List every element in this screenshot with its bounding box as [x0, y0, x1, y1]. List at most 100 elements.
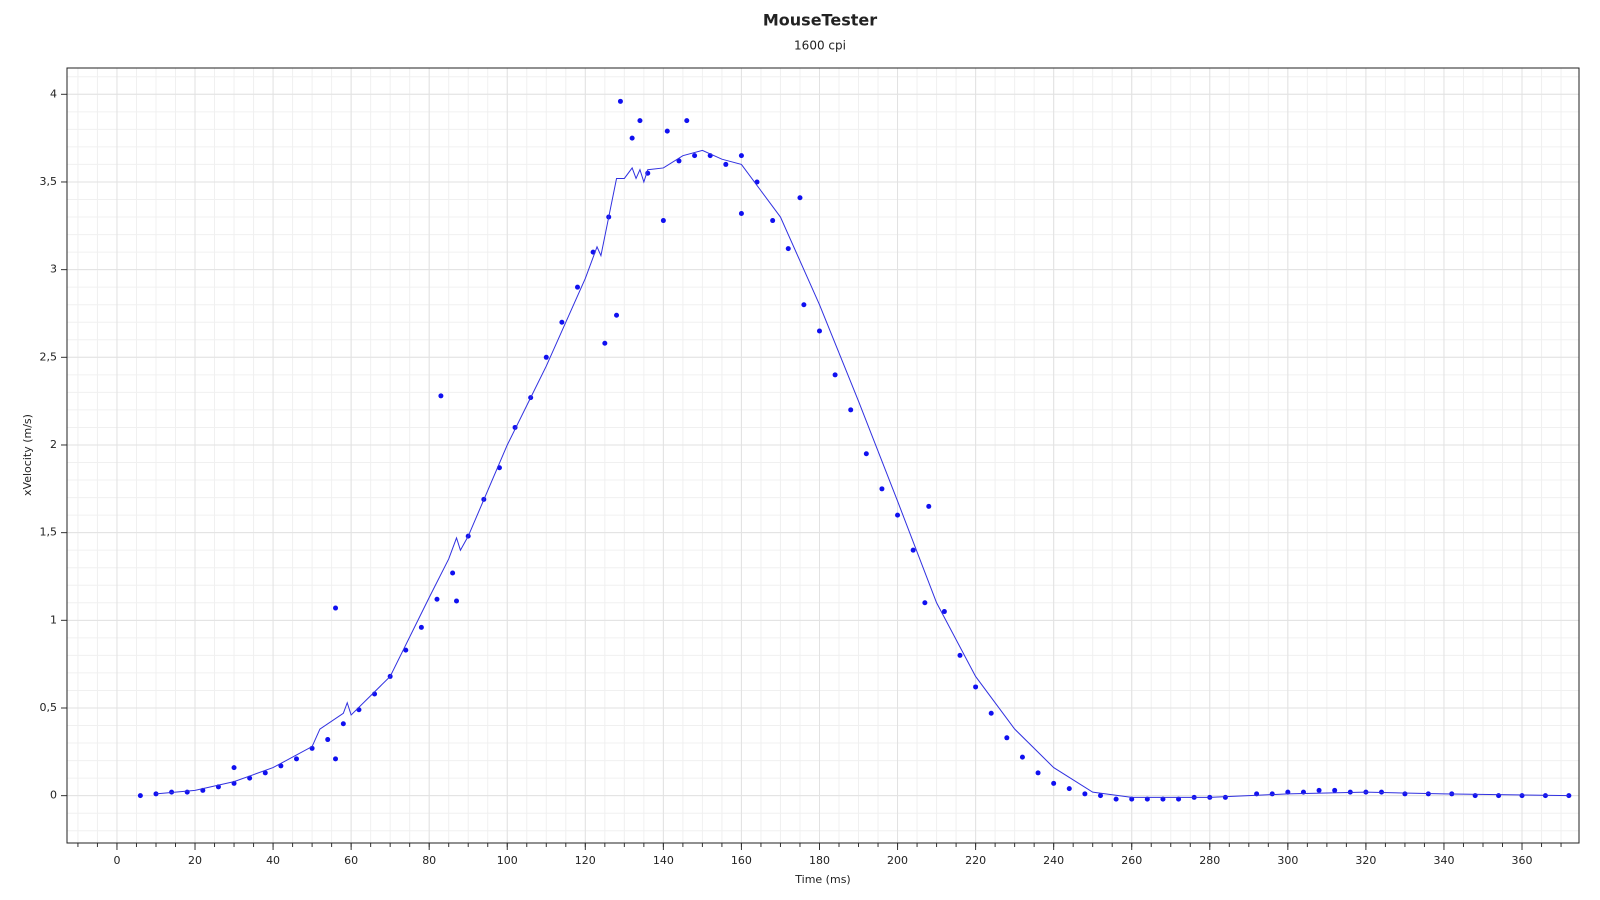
data-point: [1097, 793, 1103, 799]
data-point: [895, 512, 901, 518]
data-point: [1113, 796, 1119, 802]
x-tick-label: 80: [422, 854, 436, 867]
data-point: [738, 211, 744, 217]
data-point: [848, 407, 854, 413]
x-tick-label: 120: [575, 854, 596, 867]
data-point: [1332, 787, 1338, 793]
data-point: [637, 118, 643, 124]
smoothed-line: [155, 149, 1569, 798]
data-point: [629, 135, 635, 141]
plot-frame: [66, 67, 1580, 844]
x-tick-label: 100: [497, 854, 518, 867]
y-tick-label: 4: [50, 87, 57, 100]
y-tick-label: 0: [50, 789, 57, 802]
x-tick-label: 260: [1121, 854, 1142, 867]
chart-title: MouseTester: [763, 11, 877, 30]
data-point: [1144, 796, 1150, 802]
data-point: [454, 598, 460, 604]
data-point: [614, 312, 620, 318]
x-tick-label: 280: [1199, 854, 1220, 867]
x-tick-label: 180: [809, 854, 830, 867]
data-point: [559, 319, 565, 325]
data-point: [418, 624, 424, 630]
data-point: [1019, 754, 1025, 760]
data-point: [438, 393, 444, 399]
data-point: [333, 605, 339, 611]
x-tick-label: 40: [266, 854, 280, 867]
data-point: [356, 707, 362, 713]
x-axis-label: Time (ms): [794, 873, 850, 886]
y-tick-label: 0,5: [40, 701, 58, 714]
x-tick-label: 140: [653, 854, 674, 867]
y-axis-label: xVelocity (m/s): [21, 414, 34, 496]
data-point: [575, 284, 581, 290]
x-tick-label: 200: [887, 854, 908, 867]
x-tick-label: 60: [344, 854, 358, 867]
data-point: [617, 98, 623, 104]
data-point: [660, 218, 666, 224]
data-point: [738, 153, 744, 159]
x-tick-label: 20: [188, 854, 202, 867]
data-point: [801, 302, 807, 308]
data-point: [922, 600, 928, 606]
data-point: [1402, 791, 1408, 797]
data-point: [137, 793, 143, 799]
data-point: [1035, 770, 1041, 776]
data-point: [1051, 780, 1057, 786]
data-point: [785, 246, 791, 252]
data-point: [403, 647, 409, 653]
y-tick-label: 3,5: [40, 175, 58, 188]
data-point: [863, 451, 869, 457]
y-tick-label: 1,5: [40, 526, 58, 539]
data-point: [879, 486, 885, 492]
x-tick-label: 220: [965, 854, 986, 867]
y-tick-label: 2: [50, 438, 57, 451]
data-point: [832, 372, 838, 378]
data-point: [1316, 787, 1322, 793]
chart-subtitle: 1600 cpi: [794, 39, 846, 53]
data-point: [434, 596, 440, 602]
data-point: [797, 195, 803, 201]
data-point: [333, 756, 339, 762]
data-point: [602, 340, 608, 346]
y-tick-label: 3: [50, 263, 57, 276]
data-point: [770, 218, 776, 224]
data-point: [1496, 793, 1502, 799]
y-tick-label: 1: [50, 613, 57, 626]
data-point: [1222, 794, 1228, 800]
data-point: [664, 128, 670, 134]
data-point: [543, 354, 549, 360]
data-point: [926, 503, 932, 509]
data-point: [910, 547, 916, 553]
data-point: [957, 652, 963, 658]
data-point: [1082, 791, 1088, 797]
data-point: [262, 770, 268, 776]
x-tick-label: 300: [1277, 854, 1298, 867]
data-point: [450, 570, 456, 576]
x-tick-label: 240: [1043, 854, 1064, 867]
data-point: [1176, 796, 1182, 802]
data-point: [941, 609, 947, 615]
data-point: [723, 161, 729, 167]
data-point: [1004, 735, 1010, 741]
x-tick-label: 320: [1355, 854, 1376, 867]
data-point: [1160, 796, 1166, 802]
data-point: [340, 721, 346, 727]
x-tick-label: 360: [1512, 854, 1533, 867]
data-point: [325, 737, 331, 743]
data-point: [184, 789, 190, 795]
y-tick-label: 2,5: [40, 350, 58, 363]
data-point: [988, 710, 994, 716]
data-point: [676, 158, 682, 164]
data-point: [973, 684, 979, 690]
data-point: [692, 153, 698, 159]
data-point: [816, 328, 822, 334]
data-point: [1129, 796, 1135, 802]
data-point: [1269, 791, 1275, 797]
data-point: [231, 765, 237, 771]
data-point: [293, 756, 299, 762]
x-tick-label: 160: [731, 854, 752, 867]
x-tick-label: 340: [1433, 854, 1454, 867]
data-point: [684, 118, 690, 124]
